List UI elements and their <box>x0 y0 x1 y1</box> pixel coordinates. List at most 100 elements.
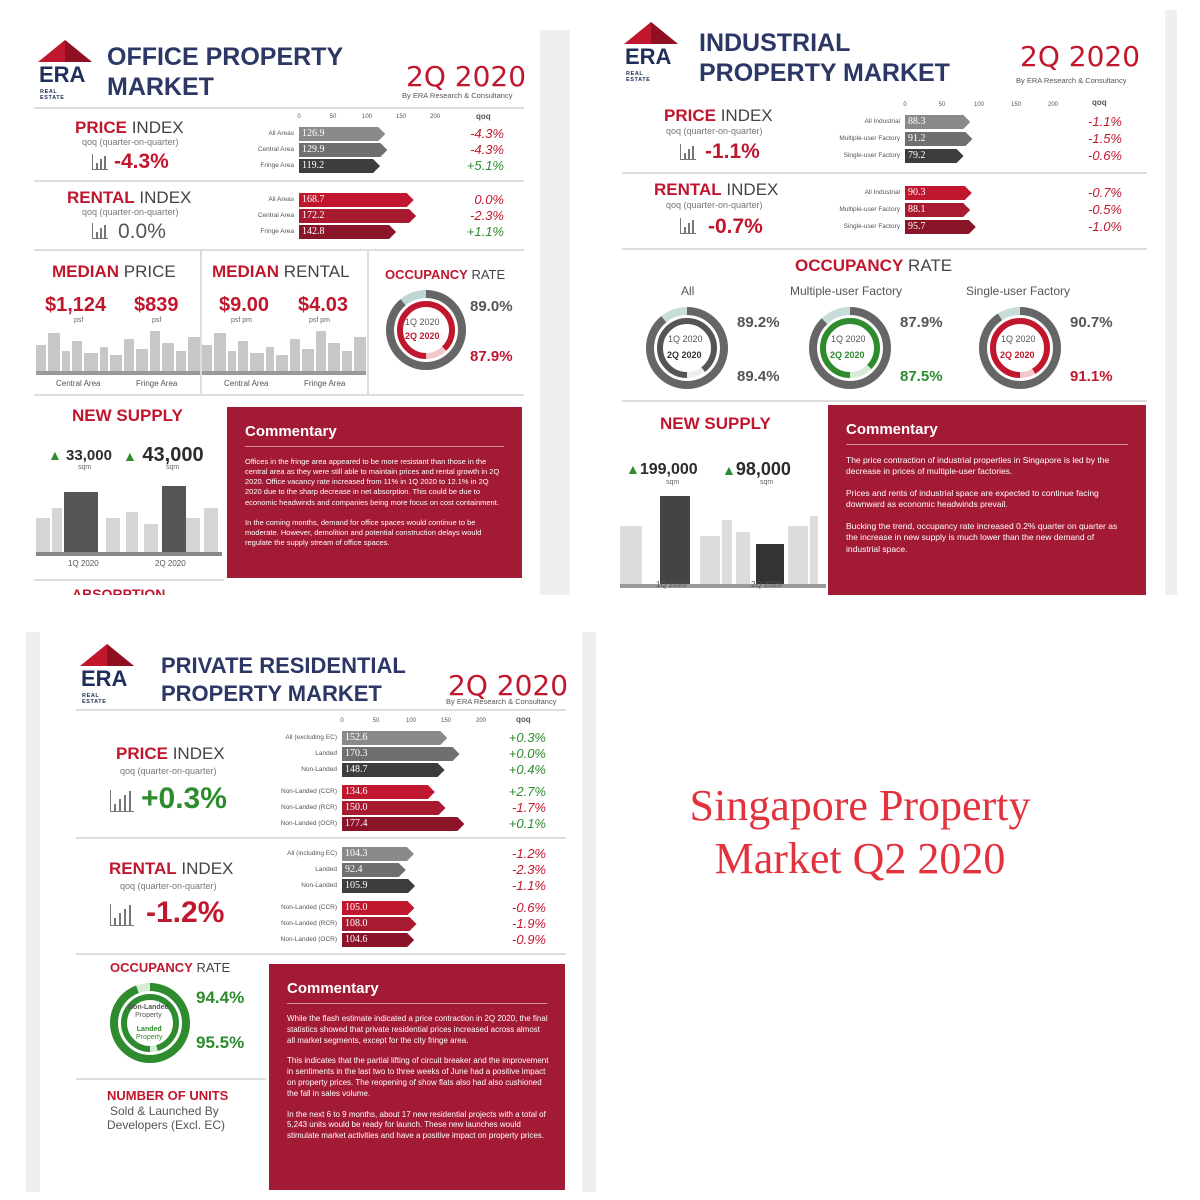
index-bar: 170.3 <box>342 747 460 761</box>
commentary-box: Commentary Offices in the fringe area ap… <box>227 407 522 578</box>
occupancy-multi-q2: 87.5% <box>900 368 943 385</box>
panel-title-line2: MARKET <box>107 73 214 101</box>
bar-label: Central Area <box>257 212 294 219</box>
bar-row: Non-Landed (OCR) 104.6 <box>281 933 482 947</box>
index-bar: 129.9 <box>299 143 387 157</box>
bar-label: Central Area <box>257 146 294 153</box>
price-index-heading: PRICE INDEX <box>116 744 225 763</box>
qoq-change: 0.0% <box>474 192 504 207</box>
ring-label-q2: 2Q 2020 <box>405 331 440 341</box>
residential-panel: ERA REAL ESTATE PRIVATE RESIDENTIAL PROPE… <box>40 632 582 1192</box>
ring-label-q2: 2Q 2020 <box>1000 350 1035 360</box>
occupancy-group-all: All <box>681 284 695 298</box>
bar-row: Single-user Factory 79.2 <box>844 149 1055 163</box>
panel-title: INDUSTRIAL <box>699 29 851 57</box>
median-price-fringe: $839 <box>134 294 179 316</box>
occupancy-donut-all <box>646 307 728 389</box>
index-bar: 172.2 <box>299 209 416 223</box>
bar-value: 104.6 <box>345 934 368 945</box>
commentary-paragraph: The price contraction of industrial prop… <box>846 455 1110 477</box>
commentary-paragraph: Prices and rents of industrial space are… <box>846 487 1099 510</box>
bar-label: All Areas <box>268 196 294 203</box>
qoq-change: -1.9% <box>512 916 546 931</box>
index-bar: 134.6 <box>342 785 435 799</box>
byline: By ERA Research & Consultancy <box>446 697 557 706</box>
qoq-change: -1.0% <box>1088 219 1122 234</box>
bar-axis: 0 50 100 150 200 <box>903 102 1059 108</box>
bar-row: All Areas 126.9 <box>268 127 439 141</box>
bar-value: 92.4 <box>345 864 363 875</box>
supply-q1: ▲ 33,000 <box>48 447 112 464</box>
qoq-change: +1.1% <box>466 224 504 239</box>
median-price-central: $1,124 <box>45 294 107 316</box>
median-price-heading: MEDIAN PRICE <box>52 262 176 281</box>
bar-row: Multiple-user Factory 88.1 <box>839 203 1055 217</box>
commentary-paragraph: In the coming months, demand for office … <box>245 517 482 547</box>
bar-row: Single-user Factory 95.7 <box>844 220 1055 234</box>
bar-label: Multiple-user Factory <box>839 206 900 213</box>
index-bar: 150.0 <box>342 801 446 815</box>
bar-row: Fringe Area 119.2 <box>260 159 439 173</box>
qoq-sub: qoq (quarter-on-quarter) <box>666 126 763 136</box>
bar-chart-icon <box>92 154 108 170</box>
unit: sqm <box>760 479 774 486</box>
qoq-change: +2.7% <box>508 784 546 799</box>
bar-chart-icon <box>92 223 108 239</box>
bar-row: Non-Landed (CCR) 134.6 <box>281 785 482 799</box>
ring-label-q1: 1Q 2020 <box>1001 334 1036 344</box>
units-sub: Sold & Launched By <box>110 1104 219 1118</box>
bar-row: Multiple-user Factory 91.2 <box>839 132 1055 146</box>
bar-label: Non-Landed (CCR) <box>281 788 337 795</box>
qoq-change: -0.6% <box>512 900 546 915</box>
panel-title-line2: PROPERTY MARKET <box>161 681 382 706</box>
units-heading: NUMBER OF UNITS <box>107 1088 229 1103</box>
qoq-change: -1.2% <box>512 846 546 861</box>
index-bar: 95.7 <box>905 220 976 234</box>
qoq-header: qoq <box>516 715 531 724</box>
bar-value: 105.9 <box>345 880 368 891</box>
rental-index-value: 0.0% <box>118 220 166 243</box>
units-sub: Developers (Excl. EC) <box>107 1118 226 1132</box>
commentary-box: Commentary While the flash estimate indi… <box>269 964 565 1190</box>
bar-value: 91.2 <box>908 133 926 144</box>
bar-row: All (excluding EC) 152.6 <box>285 731 482 745</box>
bar-label: All Areas <box>268 130 294 137</box>
bar-value: 172.2 <box>302 210 325 221</box>
commentary-title: Commentary <box>287 980 379 997</box>
ring-label-q1: 1Q 2020 <box>668 334 703 344</box>
skyline-image <box>202 331 366 375</box>
fringe-area-label: Fringe Area <box>136 379 178 388</box>
bar-row: All Areas 168.7 <box>268 193 439 207</box>
qoq-change: -2.3% <box>512 862 546 877</box>
qoq-sub: qoq (quarter-on-quarter) <box>120 766 217 776</box>
central-area-label: Central Area <box>56 379 101 388</box>
index-bar: 88.1 <box>905 203 970 217</box>
index-bar: 105.9 <box>342 879 415 893</box>
commentary-box: Commentary The price contraction of indu… <box>828 405 1146 595</box>
index-bar: 79.2 <box>905 149 964 163</box>
bar-row: Non-Landed 148.7 <box>301 763 482 777</box>
qoq-change: +0.0% <box>508 746 546 761</box>
quarter-label: 2Q 2020 <box>448 669 569 702</box>
commentary-paragraph: Bucking the trend, occupancy rate increa… <box>846 520 1118 554</box>
supply-q2: ▲98,000 <box>722 459 791 479</box>
unit: psf pm <box>309 317 331 324</box>
bar-label: Landed <box>315 750 337 757</box>
bar-axis: 0 50 100 150 200 <box>340 718 487 724</box>
bar-row: Non-Landed (CCR) 105.0 <box>281 901 482 915</box>
qoq-header: qoq <box>1092 98 1107 107</box>
price-index-heading: PRICE INDEX <box>75 118 184 137</box>
qoq-change: -4.3% <box>470 126 504 141</box>
median-rental-central: $9.00 <box>219 294 270 316</box>
bar-row: Non-Landed (RCR) 108.0 <box>281 917 482 931</box>
unit: psf <box>74 317 84 324</box>
qoq-change: -0.5% <box>1088 202 1122 217</box>
page-caption: Singapore Property Market Q2 2020 <box>689 781 1031 883</box>
median-rental-heading: MEDIAN RENTAL <box>212 262 350 281</box>
supply-q1: ▲199,000 <box>626 461 698 478</box>
panel-title: OFFICE PROPERTY <box>107 43 344 71</box>
occupancy-heading: OCCUPANCY RATE <box>795 256 953 275</box>
occupancy-group-single: Single-user Factory <box>966 284 1071 298</box>
price-index-value: +0.3% <box>141 782 227 815</box>
bar-label: All (including EC) <box>287 850 337 857</box>
